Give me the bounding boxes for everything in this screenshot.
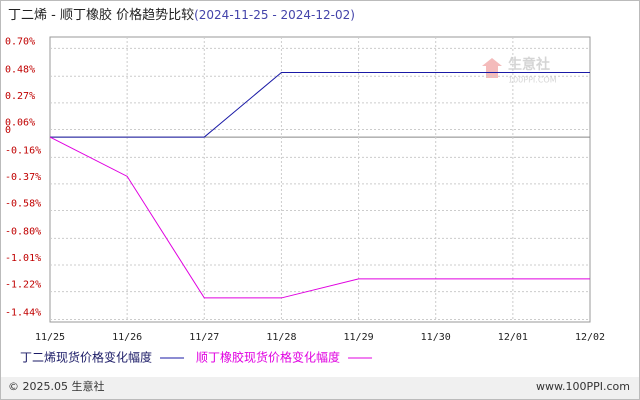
y-tick-label: -0.16% bbox=[5, 145, 41, 156]
y-tick-label: -0.37% bbox=[5, 172, 41, 183]
x-tick-label: 11/25 bbox=[35, 332, 65, 343]
watermark: 生意社 100PPI.COM bbox=[482, 56, 557, 85]
y-tick-label: -0.80% bbox=[5, 226, 41, 237]
x-tick-label: 11/28 bbox=[266, 332, 296, 343]
y-tick-label: 0.27% bbox=[5, 91, 35, 102]
y-tick-label: 0.48% bbox=[5, 64, 35, 75]
legend-label: 顺丁橡胶现货价格变化幅度 bbox=[196, 350, 340, 365]
x-tick-label: 11/26 bbox=[112, 332, 142, 343]
y-tick-label: -1.44% bbox=[5, 307, 41, 318]
footer-site: www.100PPI.com bbox=[536, 380, 630, 393]
x-tick-label: 12/01 bbox=[498, 332, 528, 343]
watermark-name: 生意社 bbox=[508, 56, 550, 73]
y-tick-label: 0.70% bbox=[5, 36, 35, 47]
footer-copyright: © 2025.05 生意社 bbox=[8, 379, 104, 393]
legend-label: 丁二烯现货价格变化幅度 bbox=[20, 350, 152, 365]
series-line bbox=[50, 71, 590, 138]
plot-frame bbox=[49, 36, 591, 323]
title: 丁二烯 - 顺丁橡胶 价格趋势比较 bbox=[8, 7, 194, 23]
y-tick-label: -0.58% bbox=[5, 199, 41, 210]
x-tick-label: 11/30 bbox=[421, 332, 451, 343]
y-tick-label: -1.22% bbox=[5, 280, 41, 291]
y-tick-label: -1.01% bbox=[5, 253, 41, 264]
series-line bbox=[49, 136, 590, 299]
x-tick-label: 11/27 bbox=[189, 332, 219, 343]
watermark-site: 100PPI.COM bbox=[508, 76, 557, 85]
x-tick-label: 12/02 bbox=[575, 332, 605, 343]
watermark-logo bbox=[482, 58, 502, 78]
footer-bar bbox=[1, 377, 639, 399]
x-tick-label: 11/29 bbox=[344, 332, 374, 343]
y-tick-label: 0 bbox=[5, 125, 11, 136]
y-tick-label: 0.06% bbox=[5, 117, 35, 128]
chart-title: 丁二烯 - 顺丁橡胶 价格趋势比较(2024-11-25 - 2024-12-0… bbox=[8, 7, 355, 23]
subtitle: (2024-11-25 - 2024-12-02) bbox=[194, 8, 355, 22]
